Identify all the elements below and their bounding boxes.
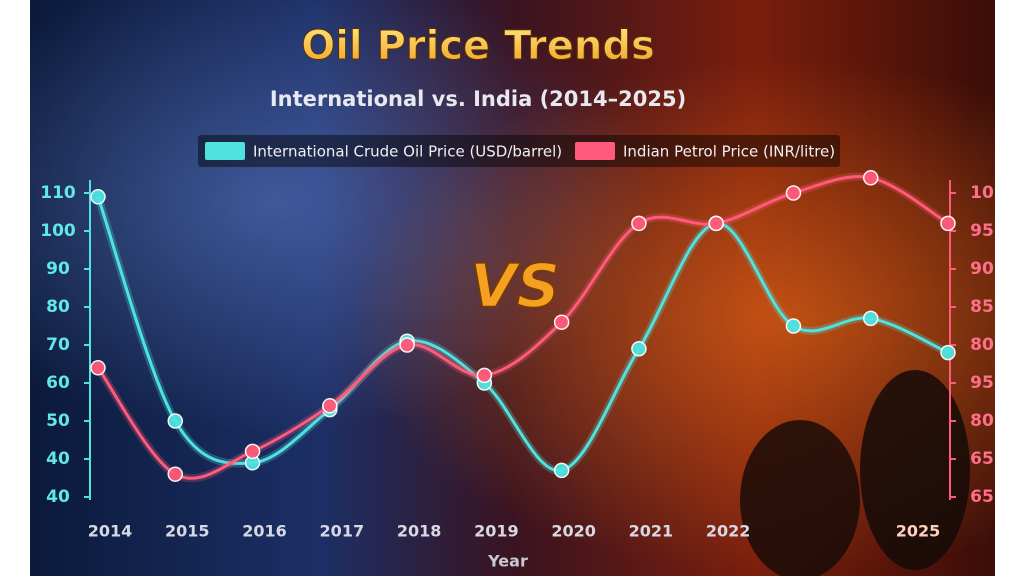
data-point	[940, 344, 956, 361]
y-tick-label: 90	[46, 259, 70, 279]
x-tick-label: 2025	[896, 522, 941, 541]
data-point	[90, 360, 106, 376]
data-point	[631, 341, 647, 357]
data-point	[476, 367, 493, 384]
y-tick-label: 50	[46, 411, 70, 431]
y2-tick-label: 85	[970, 297, 994, 317]
x-tick-label: 2018	[397, 522, 442, 541]
y2-tick-label: 95	[970, 373, 994, 393]
y2-tick-label: 65	[970, 449, 994, 469]
x-tick-label: 2014	[88, 522, 133, 541]
x-tick-label: 2021	[629, 522, 674, 541]
legend-label: Indian Petrol Price (INR/litre)	[623, 143, 835, 161]
data-point	[553, 314, 570, 330]
data-point	[785, 185, 802, 201]
data-point	[167, 466, 184, 482]
legend-swatch	[575, 142, 615, 160]
legend-swatch	[205, 142, 245, 160]
data-point	[244, 443, 261, 460]
silhouette	[860, 370, 970, 570]
y-tick-label: 80	[46, 297, 70, 317]
y-tick-label: 70	[46, 335, 70, 355]
y-tick-label: 60	[46, 373, 70, 393]
y2-tick-label: 65	[970, 487, 994, 507]
chart-subtitle: International vs. India (2014–2025)	[270, 87, 686, 111]
silhouette	[740, 420, 860, 576]
y2-tick-label: 80	[970, 411, 994, 431]
data-point	[862, 170, 879, 186]
y-tick-label: 110	[40, 183, 76, 203]
x-tick-label: 2016	[242, 522, 287, 541]
data-point	[785, 318, 802, 334]
y-tick-label: 40	[46, 487, 70, 507]
x-tick-label: 2019	[474, 522, 519, 541]
legend-box	[198, 135, 840, 167]
data-point	[553, 462, 570, 479]
data-point	[862, 310, 879, 327]
legend-label: International Crude Oil Price (USD/barre…	[253, 143, 562, 161]
vs-annotation: VS	[470, 252, 560, 322]
x-tick-label: 2020	[551, 522, 596, 541]
data-point	[90, 189, 106, 205]
data-point	[399, 337, 415, 353]
y2-tick-label: 90	[970, 259, 994, 279]
data-point	[940, 215, 956, 232]
y2-tick-label: 95	[970, 221, 994, 241]
y2-tick-label: 10	[970, 183, 994, 203]
y-tick-label: 100	[40, 221, 76, 241]
x-axis-label: Year	[487, 552, 528, 571]
x-tick-label: 2015	[165, 522, 210, 541]
y2-tick-label: 80	[970, 335, 994, 355]
data-point	[167, 413, 184, 429]
x-tick-label: 2017	[320, 522, 365, 541]
data-point	[322, 398, 338, 414]
chart-title: Oil Price Trends	[301, 23, 655, 69]
data-point	[708, 215, 724, 232]
x-tick-label: 2022	[706, 522, 751, 541]
data-point	[631, 215, 647, 232]
y-tick-label: 40	[46, 449, 70, 469]
